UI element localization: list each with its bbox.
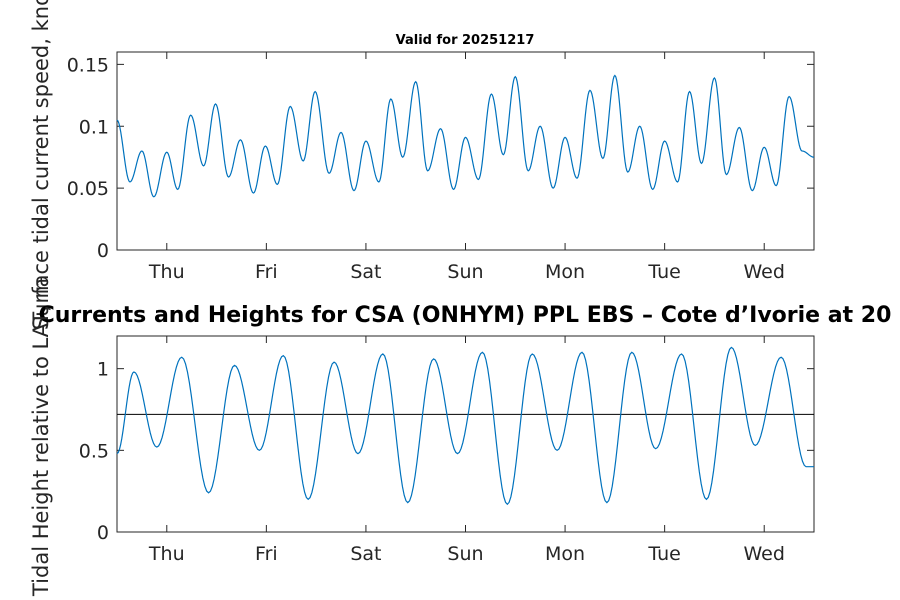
current-speed-xtick-label: Thu bbox=[148, 261, 185, 283]
current-speed-ytick-label: 0.15 bbox=[67, 54, 109, 76]
current-speed-xtick-label: Sun bbox=[447, 261, 483, 283]
current-speed-xtick-label: Sat bbox=[350, 261, 381, 283]
tidal-height-xtick-label: Fri bbox=[255, 543, 278, 565]
tidal-height-xtick-label: Tue bbox=[647, 543, 680, 565]
tidal-height-plot-area bbox=[116, 335, 815, 533]
current-speed-ytick-label: 0 bbox=[97, 240, 109, 262]
tidal-height-xtick-label: Sun bbox=[447, 543, 483, 565]
current-speed-xtick-label: Wed bbox=[743, 261, 784, 283]
tidal-height-ytick-label: 0 bbox=[97, 522, 109, 544]
tidal-height-line bbox=[116, 346, 814, 506]
current-speed-yticks: 0 0.05 0.1 0.15 bbox=[67, 54, 814, 262]
tidal-height-xtick-label: Wed bbox=[743, 543, 784, 565]
current-speed-chart: Valid for 20251217 Surface tidal current… bbox=[29, 0, 815, 330]
tidal-height-xtick-label: Mon bbox=[545, 543, 585, 565]
current-speed-ylabel: Surface tidal current speed, knots bbox=[29, 0, 53, 330]
current-speed-line bbox=[116, 74, 815, 198]
tidal-height-chart: Currents and Heights for CSA (ONHYM) PPL… bbox=[29, 278, 891, 597]
tidal-height-ylabel: Tidal Height relative to LAT, m bbox=[29, 278, 53, 597]
tidal-height-title: Currents and Heights for CSA (ONHYM) PPL… bbox=[39, 303, 892, 328]
current-speed-plot-area bbox=[116, 51, 815, 251]
current-speed-title: Valid for 20251217 bbox=[396, 33, 535, 48]
tidal-height-yticks: 00.51 bbox=[79, 359, 814, 544]
tidal-height-xticks: Thu Fri Sat Sun Mon Tue Wed bbox=[148, 336, 785, 565]
tidal-height-xtick-label: Sat bbox=[350, 543, 381, 565]
tidal-height-ytick-label: 0.5 bbox=[79, 440, 109, 462]
tidal-height-ytick-label: 1 bbox=[97, 359, 109, 381]
current-speed-xticks: Thu Fri Sat Sun Mon Tue Wed bbox=[148, 52, 785, 283]
current-speed-xtick-label: Fri bbox=[255, 261, 278, 283]
tidal-height-xtick-label: Thu bbox=[148, 543, 185, 565]
current-speed-ytick-label: 0.1 bbox=[79, 116, 109, 138]
current-speed-ytick-label: 0.05 bbox=[67, 178, 109, 200]
current-speed-xtick-label: Mon bbox=[545, 261, 585, 283]
current-speed-xtick-label: Tue bbox=[647, 261, 680, 283]
